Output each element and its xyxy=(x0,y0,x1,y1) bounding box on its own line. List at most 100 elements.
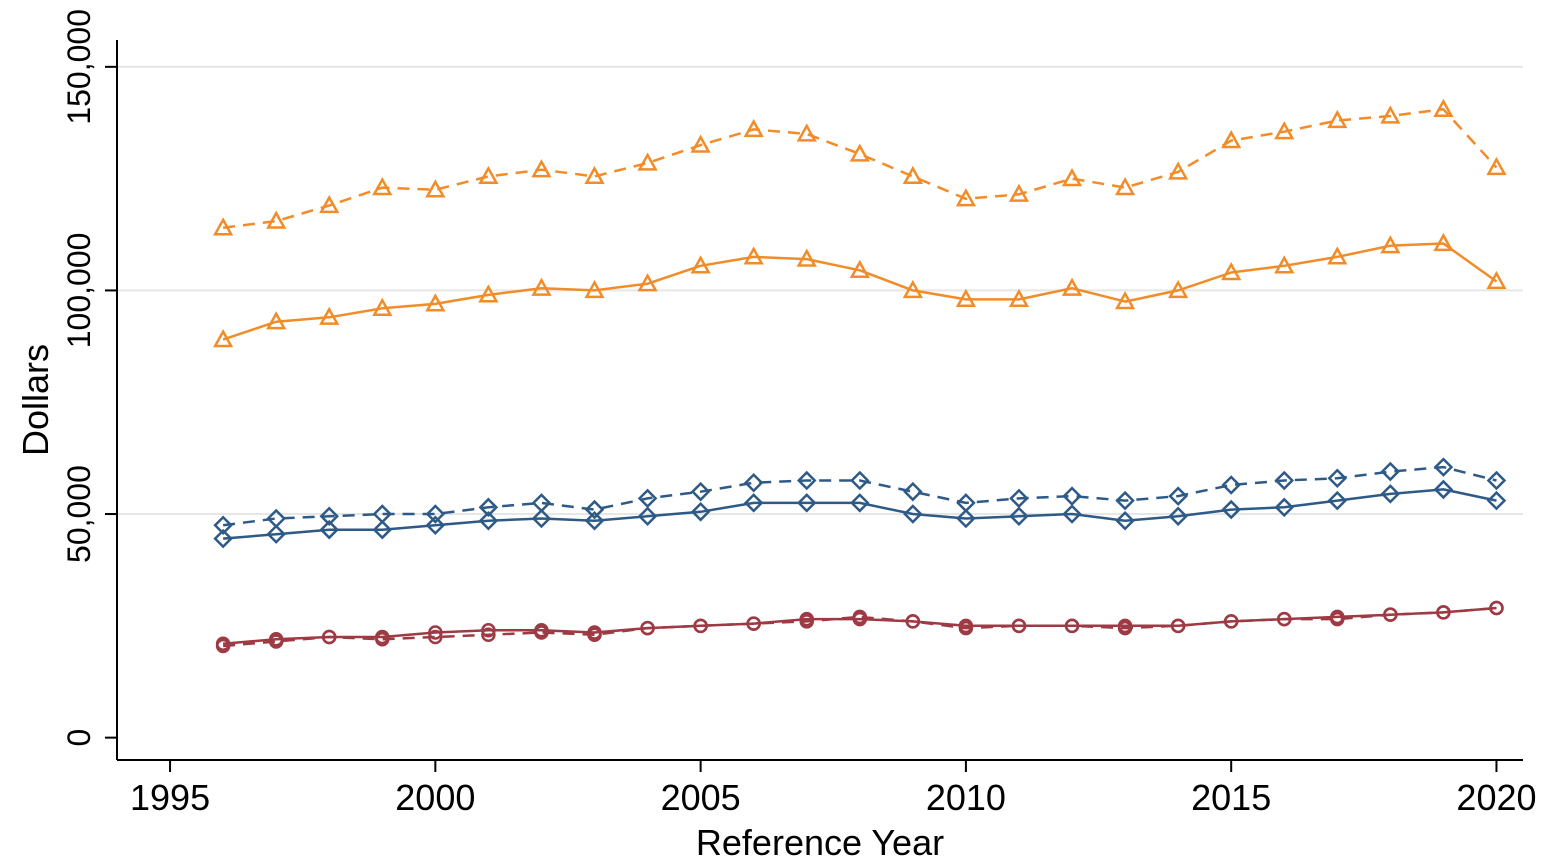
x-axis-label: Reference Year xyxy=(696,822,944,861)
series-5 xyxy=(215,600,1504,651)
series-1-point-4 xyxy=(425,293,446,312)
series-1-point-16 xyxy=(1061,277,1083,296)
y-tick-label-0: 0 xyxy=(61,729,97,747)
series-5-point-12 xyxy=(852,611,868,627)
y-tick-label-3: 150,000 xyxy=(61,9,97,125)
series-3-point-12 xyxy=(850,493,870,513)
x-tick-label-0: 1995 xyxy=(130,777,210,818)
series-1-point-15 xyxy=(1008,288,1030,308)
series-2-point-19 xyxy=(1221,475,1241,495)
y-axis-label: Dollars xyxy=(15,344,56,456)
series-2-point-7 xyxy=(584,499,605,520)
series-1-point-11 xyxy=(796,248,817,267)
series-0-point-1 xyxy=(266,210,287,229)
x-tick-label-2: 2005 xyxy=(661,777,741,818)
series-5-point-18 xyxy=(1170,618,1186,634)
x-tick-label-4: 2015 xyxy=(1191,777,1271,818)
series-0-point-3 xyxy=(372,177,393,196)
series-0-point-6 xyxy=(531,159,552,178)
y-tick-label-2: 100,000 xyxy=(61,233,97,349)
series-2-point-16 xyxy=(1062,486,1082,506)
series-5-point-2 xyxy=(321,629,337,645)
series-1-point-5 xyxy=(478,284,499,303)
series-1-line xyxy=(222,242,1498,341)
series-1-point-24 xyxy=(1486,270,1507,290)
series-0-point-17 xyxy=(1114,177,1136,196)
series-5-point-6 xyxy=(534,623,549,638)
series-1-point-3 xyxy=(372,297,393,316)
series-1-point-22 xyxy=(1380,235,1401,254)
series-2-point-22 xyxy=(1380,461,1401,482)
series-0-point-23 xyxy=(1433,98,1454,117)
series-2-point-4 xyxy=(425,504,446,524)
series-3-line xyxy=(222,488,1497,540)
series-5-point-1 xyxy=(268,632,284,647)
series-0-point-8 xyxy=(637,152,658,171)
series-0-point-12 xyxy=(849,143,870,162)
series-3-point-13 xyxy=(903,504,923,524)
series-1-point-13 xyxy=(902,279,923,299)
series-4-point-4 xyxy=(428,629,443,645)
series-3-point-21 xyxy=(1327,490,1348,511)
series-5-point-10 xyxy=(746,616,761,631)
series-1-point-1 xyxy=(266,311,287,330)
series-3-point-4 xyxy=(425,515,446,535)
series-3-point-2 xyxy=(319,519,339,540)
series-0-point-5 xyxy=(478,165,499,185)
series-0-point-16 xyxy=(1061,168,1083,187)
series-0-point-11 xyxy=(796,123,817,142)
series-5-point-9 xyxy=(693,618,708,634)
series-2-point-20 xyxy=(1274,470,1295,491)
x-tick-label-5: 2020 xyxy=(1456,777,1536,818)
series-0-point-18 xyxy=(1168,161,1189,180)
series-0-point-14 xyxy=(955,188,977,207)
series-3-point-3 xyxy=(372,519,393,540)
series-5-point-11 xyxy=(799,611,814,627)
series-2-point-9 xyxy=(690,481,711,502)
series-1-point-10 xyxy=(743,246,764,265)
series-0-point-10 xyxy=(743,118,764,138)
series-1-point-21 xyxy=(1327,246,1348,265)
series-2-point-15 xyxy=(1009,488,1029,509)
series-5-point-24 xyxy=(1489,600,1504,616)
series-1-point-6 xyxy=(531,277,552,296)
series-1-point-20 xyxy=(1274,255,1295,274)
y-tick-label-1: 50,000 xyxy=(61,465,97,563)
series-3-point-10 xyxy=(743,493,764,513)
series-1-point-19 xyxy=(1221,261,1242,281)
series-0-point-2 xyxy=(319,194,340,214)
series-5-point-4 xyxy=(428,625,443,640)
series-1-point-14 xyxy=(955,288,977,308)
series-1-point-12 xyxy=(849,259,870,278)
series-0-point-7 xyxy=(584,165,605,185)
series-3-point-14 xyxy=(956,508,976,529)
series-3-point-11 xyxy=(796,493,817,513)
series-1-point-18 xyxy=(1168,279,1189,299)
series-2-point-17 xyxy=(1115,490,1135,511)
x-tick-label-1: 2000 xyxy=(395,777,475,818)
series-0-point-20 xyxy=(1274,121,1295,140)
series-0-point-19 xyxy=(1221,130,1242,149)
series-2-point-10 xyxy=(743,472,764,493)
series-5-point-5 xyxy=(481,623,496,638)
series-3-point-9 xyxy=(690,502,711,522)
series-0-point-22 xyxy=(1380,105,1401,124)
x-tick-label-3: 2010 xyxy=(926,777,1006,818)
series-5-point-19 xyxy=(1223,614,1239,629)
series-2-point-2 xyxy=(319,506,339,527)
series-3 xyxy=(213,479,1507,549)
series-5-point-20 xyxy=(1276,611,1292,627)
series-5-point-23 xyxy=(1436,605,1451,620)
series-3-point-16 xyxy=(1062,504,1082,524)
series-5-point-0 xyxy=(215,636,231,651)
series-1-point-9 xyxy=(690,255,711,274)
series-0-point-9 xyxy=(690,134,711,153)
series-1-point-8 xyxy=(637,273,658,292)
series-0-point-24 xyxy=(1486,156,1507,176)
series-0-point-0 xyxy=(212,217,234,236)
series-1-point-0 xyxy=(212,329,234,348)
series-1-point-17 xyxy=(1114,291,1136,310)
series-2-point-8 xyxy=(637,488,658,509)
